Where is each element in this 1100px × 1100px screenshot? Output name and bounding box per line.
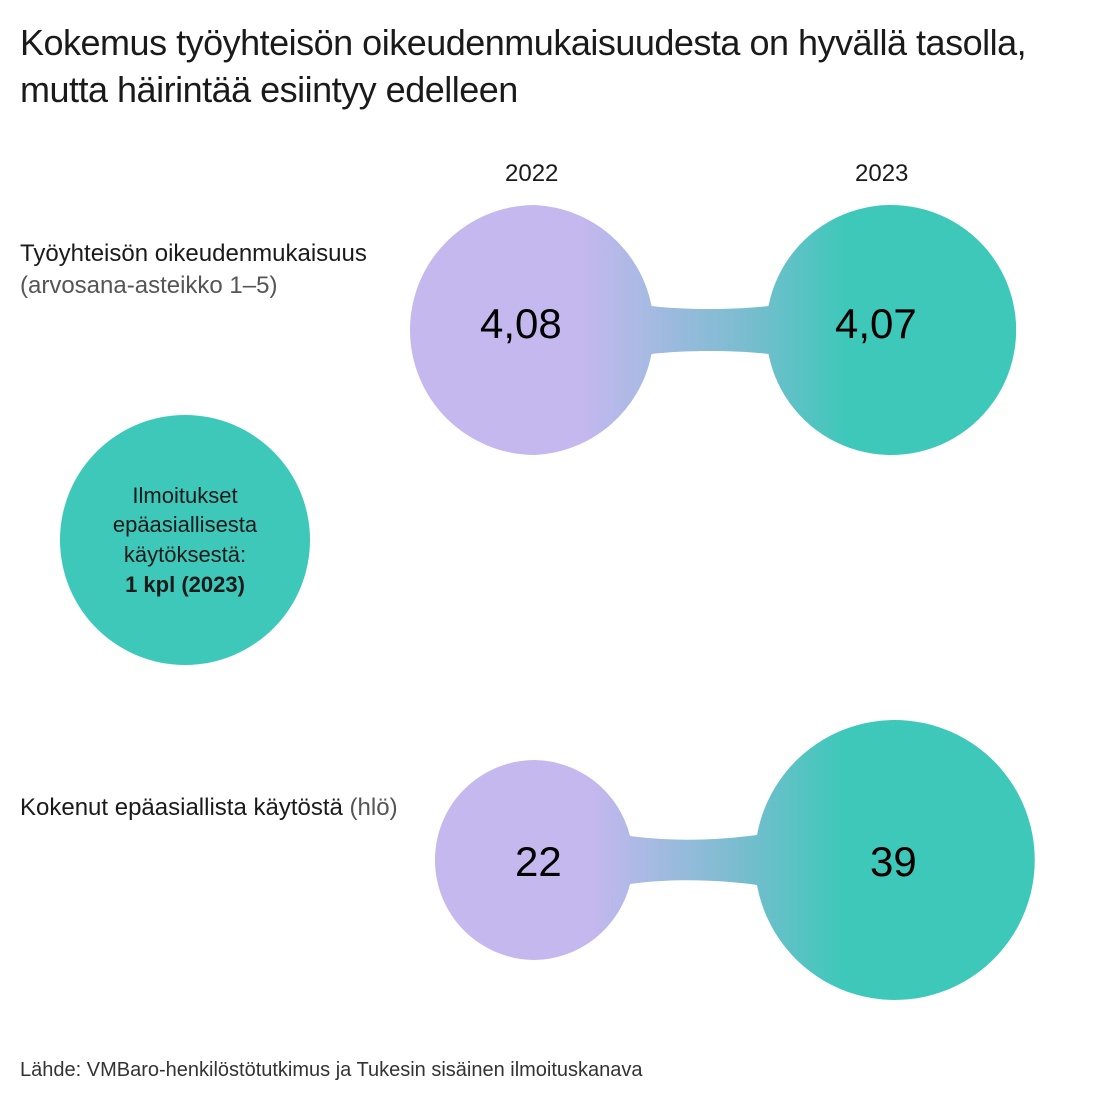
- chart-title: Kokemus työyhteisön oikeudenmukaisuudest…: [20, 20, 1080, 114]
- info-bubble-line1: Ilmoitukset: [132, 481, 237, 511]
- row1-label: Työyhteisön oikeudenmukaisuus (arvosana-…: [20, 238, 367, 303]
- row1-value-2023: 4,07: [835, 300, 917, 348]
- info-bubble-line4: 1 kpl (2023): [125, 570, 245, 600]
- year-label-2023: 2023: [855, 160, 908, 188]
- row2-label-main: Kokenut epäasiallista käytöstä: [20, 794, 343, 821]
- row2-value-2023: 39: [870, 838, 917, 886]
- footer-source: Lähde: VMBaro-henkilöstötutkimus ja Tuke…: [20, 1059, 643, 1082]
- row1-label-sub: (arvosana-asteikko 1–5): [20, 272, 277, 299]
- row1-label-main: Työyhteisön oikeudenmukaisuus: [20, 240, 367, 267]
- row1-value-2022: 4,08: [480, 300, 562, 348]
- row2-value-2022: 22: [515, 838, 562, 886]
- row2-label-sub: (hlö): [343, 794, 398, 821]
- info-bubble-line3: käytöksestä:: [124, 540, 246, 570]
- info-bubble-line2: epäasiallisesta: [113, 510, 257, 540]
- dumbbell-row2: [405, 720, 1100, 1010]
- info-bubble: Ilmoitukset epäasiallisesta käytöksestä:…: [60, 415, 310, 665]
- year-label-2022: 2022: [505, 160, 558, 188]
- row2-label: Kokenut epäasiallista käytöstä (hlö): [20, 792, 398, 824]
